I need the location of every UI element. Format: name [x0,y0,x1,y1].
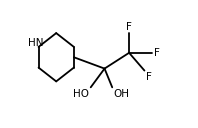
Text: F: F [154,48,160,58]
Text: HO: HO [73,89,89,99]
Text: OH: OH [114,89,130,99]
Text: F: F [146,72,152,82]
Text: HN: HN [28,38,43,49]
Text: F: F [126,22,132,32]
